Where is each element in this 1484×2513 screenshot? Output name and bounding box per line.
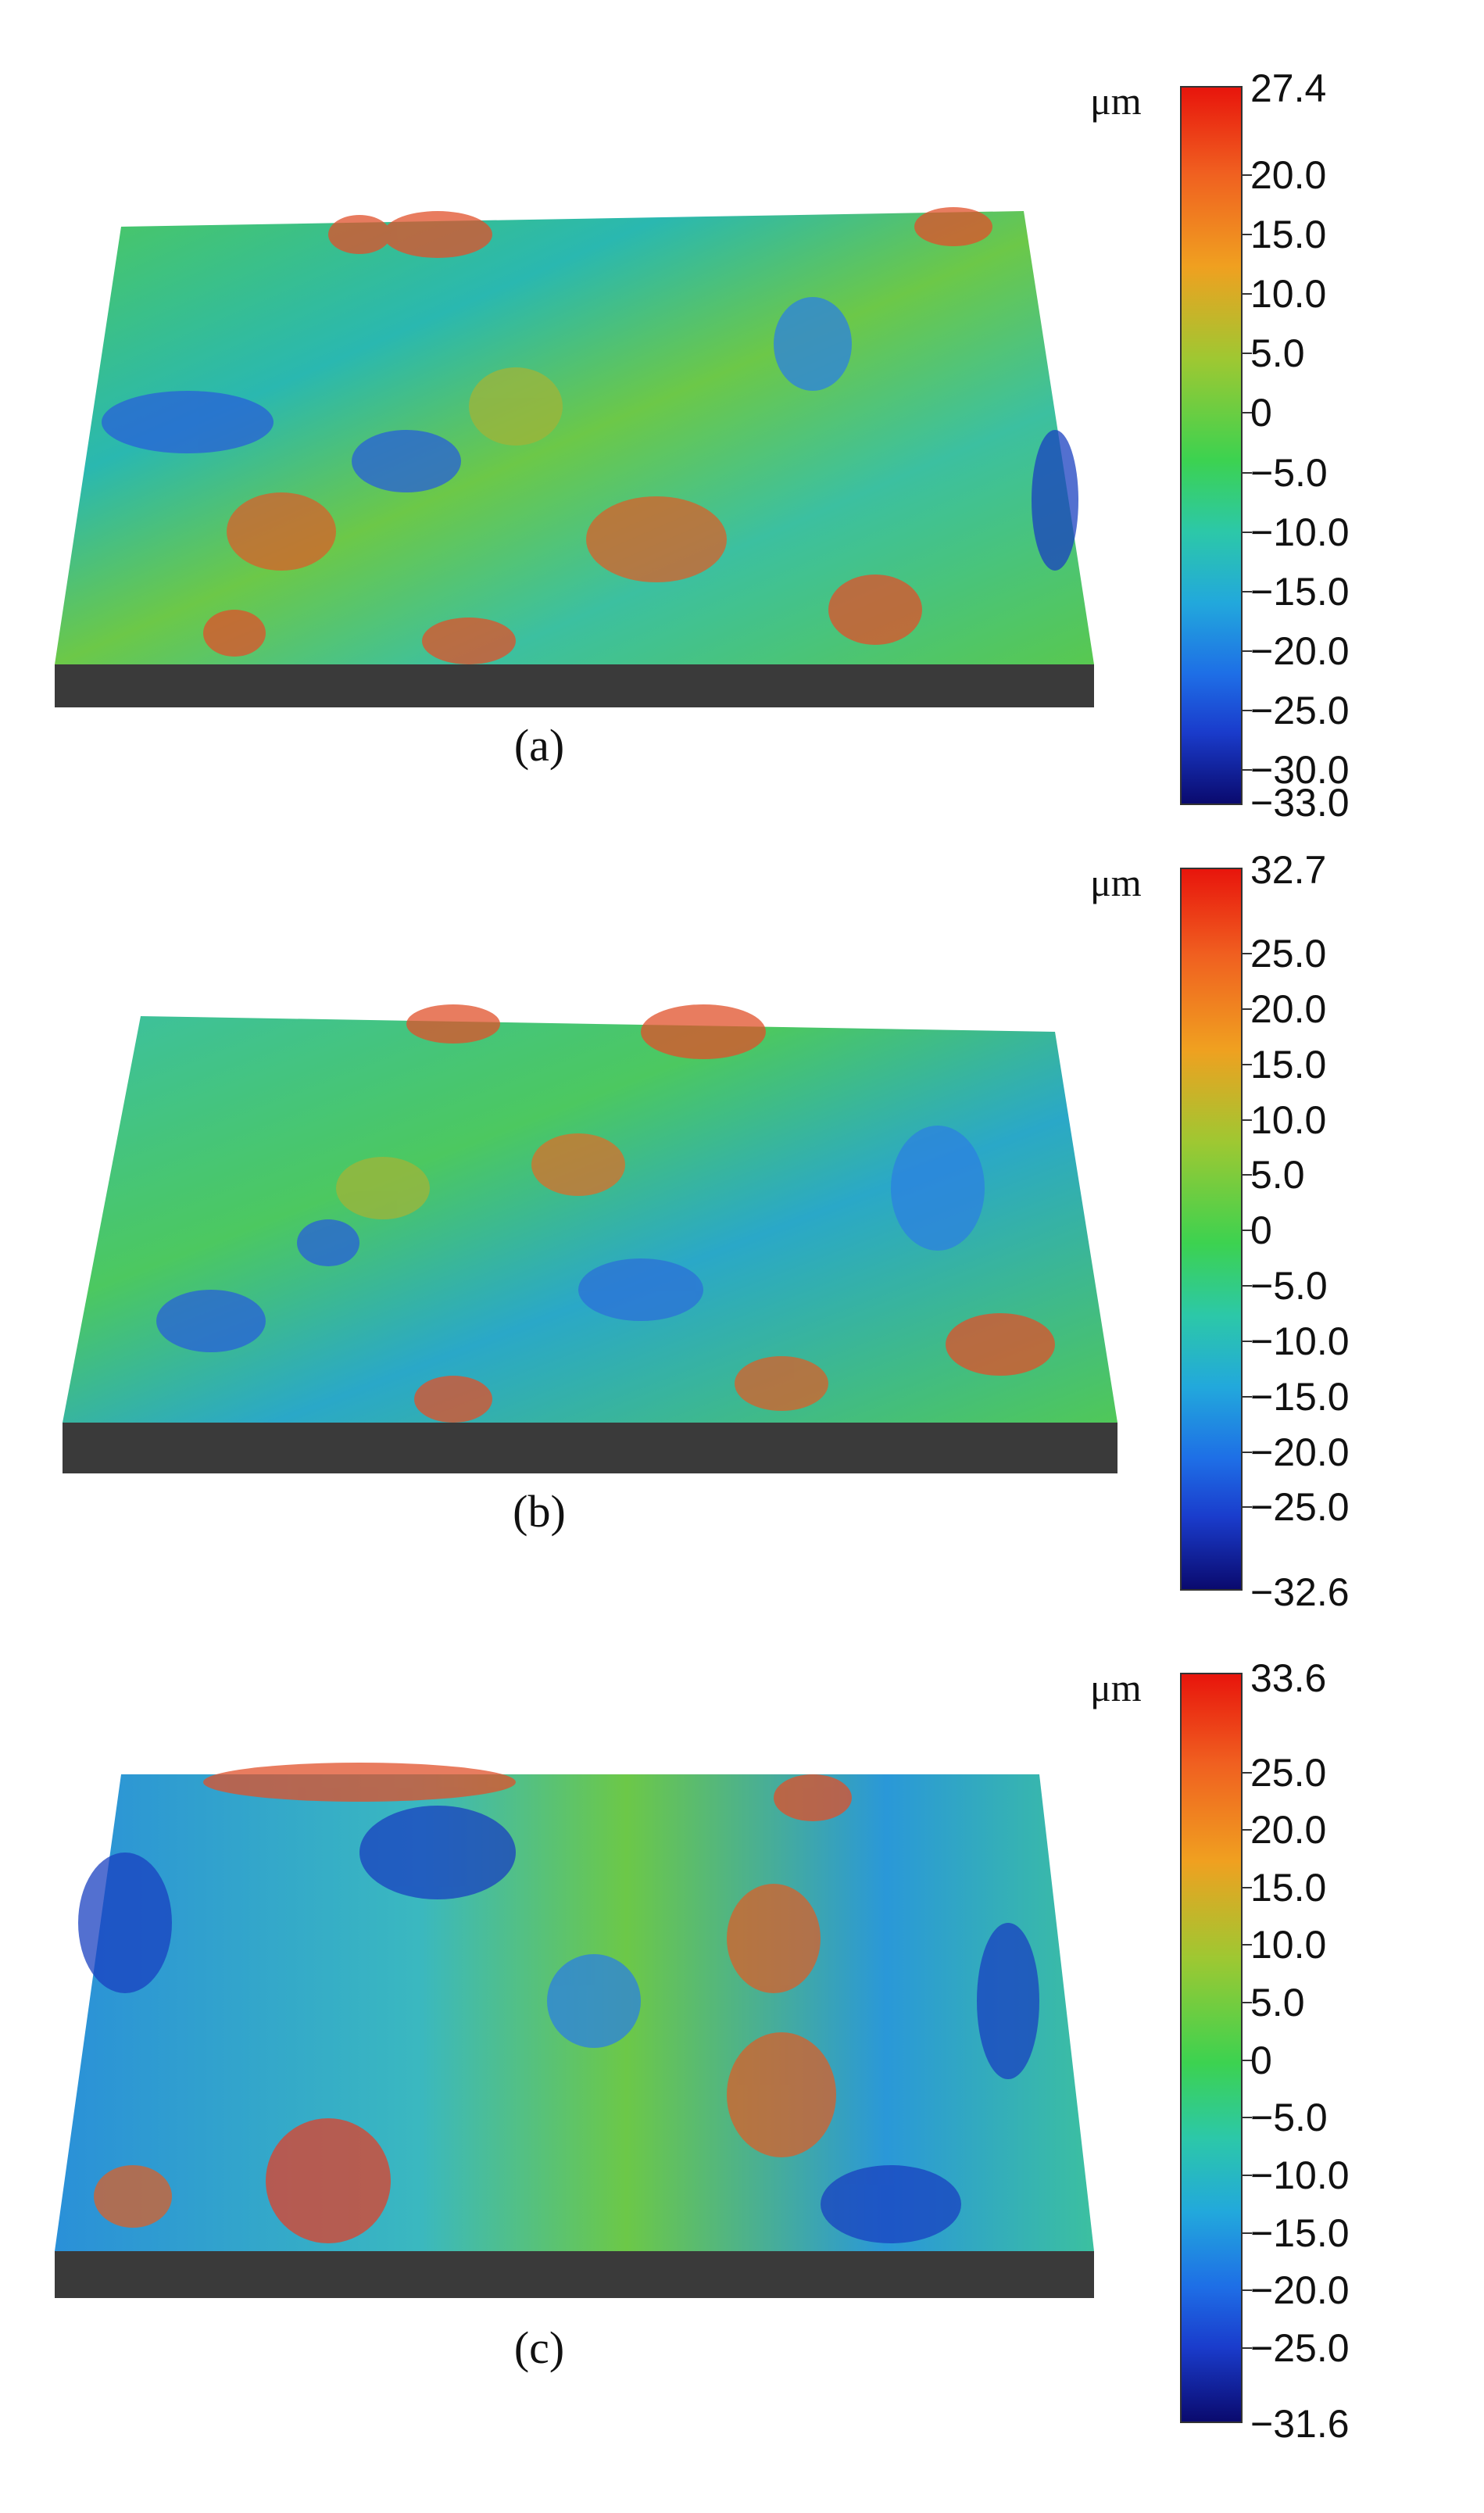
colorbar-max-b: 32.7	[1250, 848, 1327, 892]
colorbar-tick-label: −25.0	[1250, 689, 1350, 733]
panel-b: (b) μm 32.7 −32.6 25.0 20.0 15.0 10.0 5.0 0 −5…	[0, 836, 1484, 1649]
colorbar-min-b: −32.6	[1250, 1570, 1350, 1614]
unit-label-a: μm	[1090, 79, 1142, 123]
colorbar-tick	[1243, 531, 1252, 533]
colorbar-tick-label: −25.0	[1250, 1485, 1350, 1530]
colorbar-tick-label: −10.0	[1250, 1319, 1350, 1363]
colorbar-tick-label: −15.0	[1250, 2211, 1350, 2255]
colorbar-tick-label: 0	[1250, 1208, 1272, 1253]
colorbar-tick	[1243, 2002, 1252, 2004]
colorbar-tick-label: −20.0	[1250, 1430, 1350, 1474]
colorbar-tick-label: 5.0	[1250, 1153, 1305, 1197]
colorbar-tick	[1243, 353, 1252, 355]
colorbar-tick	[1243, 2289, 1252, 2292]
surface-top-b	[63, 1016, 1117, 1423]
colorbar-tick-label: −5.0	[1250, 1264, 1328, 1308]
colorbar-tick	[1243, 1063, 1252, 1065]
colorbar-tick	[1243, 1451, 1252, 1453]
surface-base-c	[55, 2251, 1094, 2298]
caption-c: (c)	[513, 2322, 565, 2373]
colorbar-tick-label: 0	[1250, 2038, 1272, 2082]
colorbar-tick	[1243, 953, 1252, 955]
colorbar-tick	[1243, 650, 1252, 652]
colorbar-tick-label: 10.0	[1250, 1097, 1327, 1142]
colorbar-tick	[1243, 2347, 1252, 2349]
colorbar-a	[1180, 86, 1243, 805]
colorbar-tick-label: −10.0	[1250, 510, 1350, 554]
colorbar-tick-label: 25.0	[1250, 932, 1327, 976]
colorbar-tick-label: 20.0	[1250, 1808, 1327, 1853]
colorbar-tick-label: 20.0	[1250, 986, 1327, 1031]
colorbar-max-c: 33.6	[1250, 1656, 1327, 1700]
colorbar-tick-label: 5.0	[1250, 331, 1305, 376]
colorbar-min-a: −33.0	[1250, 781, 1350, 825]
panel-a: (a) μm 27.4 −33.0 20.0 15.0 10.0 5.0 0 −5.0 −1…	[0, 0, 1484, 822]
colorbar-tick	[1243, 471, 1252, 474]
unit-label-b: μm	[1090, 861, 1142, 904]
colorbar-tick-label: −30.0	[1250, 748, 1350, 793]
surface-topography-a	[55, 207, 1094, 707]
colorbar-tick-label: 15.0	[1250, 1865, 1327, 1910]
peaks-c	[78, 1763, 1039, 2243]
colorbar-tick-label: 5.0	[1250, 1981, 1305, 2025]
surface-topography-b	[63, 1004, 1117, 1473]
colorbar-tick	[1243, 710, 1252, 712]
colorbar-tick	[1243, 1008, 1252, 1010]
colorbar-b	[1180, 868, 1243, 1591]
colorbar-tick	[1243, 590, 1252, 592]
colorbar-tick	[1243, 1771, 1252, 1774]
colorbar-tick-label: −15.0	[1250, 1374, 1350, 1419]
surface-topography-c	[55, 1763, 1094, 2298]
colorbar-tick-label: 20.0	[1250, 152, 1327, 197]
colorbar-c	[1180, 1673, 1243, 2423]
colorbar-tick	[1243, 1395, 1252, 1398]
colorbar-tick	[1243, 2059, 1252, 2061]
colorbar-tick-label: −5.0	[1250, 2096, 1328, 2140]
colorbar-tick	[1243, 2174, 1252, 2176]
colorbar-tick	[1243, 1886, 1252, 1888]
colorbar-tick	[1243, 412, 1252, 414]
colorbar-tick	[1243, 233, 1252, 235]
colorbar-tick	[1243, 1340, 1252, 1342]
colorbar-tick	[1243, 1506, 1252, 1509]
colorbar-tick-label: −15.0	[1250, 569, 1350, 614]
colorbar-tick-label: 15.0	[1250, 212, 1327, 256]
colorbar-tick-label: 15.0	[1250, 1042, 1327, 1086]
colorbar-tick-label: 0	[1250, 391, 1272, 435]
colorbar-tick-label: 10.0	[1250, 272, 1327, 317]
colorbar-tick-label: −10.0	[1250, 2153, 1350, 2197]
colorbar-tick	[1243, 1944, 1252, 1946]
colorbar-max-a: 27.4	[1250, 66, 1327, 110]
surface-base-b	[63, 1423, 1117, 1473]
colorbar-tick	[1243, 174, 1252, 176]
colorbar-tick	[1243, 1119, 1252, 1121]
colorbar-tick-label: 25.0	[1250, 1750, 1327, 1795]
colorbar-tick	[1243, 769, 1252, 771]
peaks-b	[156, 1004, 1055, 1423]
colorbar-tick	[1243, 1829, 1252, 1831]
colorbar-tick	[1243, 2117, 1252, 2119]
colorbar-tick	[1243, 1230, 1252, 1232]
panel-c: (c) μm 33.6 −31.6 25.0 20.0 15.0 10.0 5.0 0 −5…	[0, 1659, 1484, 2486]
surface-base-a	[55, 664, 1094, 707]
colorbar-tick-label: −5.0	[1250, 450, 1328, 495]
colorbar-tick	[1243, 2232, 1252, 2234]
peaks-a	[102, 207, 1078, 664]
caption-a: (a)	[513, 720, 565, 771]
colorbar-min-c: −31.6	[1250, 2402, 1350, 2446]
colorbar-tick	[1243, 293, 1252, 295]
colorbar-tick-label: −20.0	[1250, 628, 1350, 673]
colorbar-tick-label: −20.0	[1250, 2268, 1350, 2313]
colorbar-tick	[1243, 1174, 1252, 1176]
colorbar-tick	[1243, 1285, 1252, 1287]
colorbar-tick-label: −25.0	[1250, 2325, 1350, 2370]
unit-label-c: μm	[1090, 1666, 1142, 1709]
colorbar-tick-label: 10.0	[1250, 1923, 1327, 1967]
caption-b: (b)	[513, 1486, 566, 1537]
